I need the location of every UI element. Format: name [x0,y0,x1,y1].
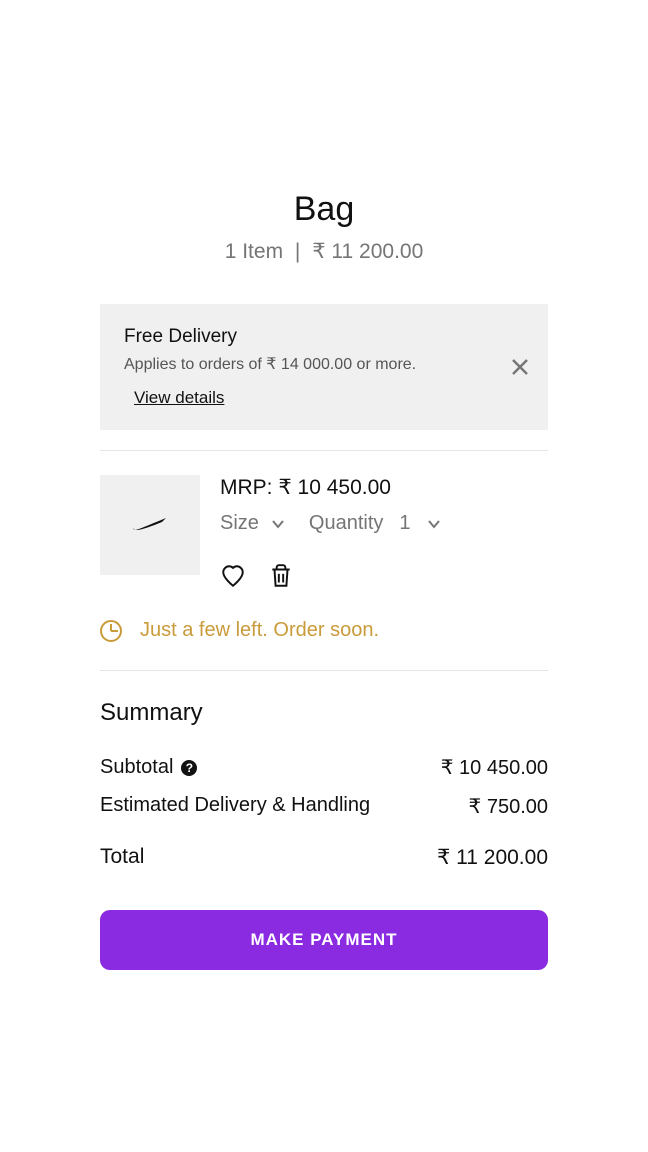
delivery-row: Estimated Delivery & Handling ₹ 750.00 [100,794,548,819]
product-thumbnail[interactable] [100,475,200,575]
chevron-down-icon [427,517,441,531]
delivery-value: ₹ 750.00 [469,794,548,819]
page-subheader: 1 Item | ₹ 11 200.00 [16,239,632,264]
subheader-divider: | [295,240,300,263]
chevron-down-icon [271,517,285,531]
make-payment-button[interactable]: MAKE PAYMENT [100,910,548,970]
heart-icon[interactable] [220,563,246,589]
help-icon[interactable]: ? [181,760,197,776]
summary-title: Summary [100,699,548,727]
stock-message: Just a few left. Order soon. [140,619,379,642]
cart-item: MRP: ₹ 10 450.00 Size Quantity 1 [100,475,548,589]
total-row: Total ₹ 11 200.00 [100,845,548,870]
banner-title: Free Delivery [124,326,524,348]
delivery-label: Estimated Delivery & Handling [100,794,370,819]
quantity-value: 1 [399,512,410,535]
size-selector[interactable]: Size [220,512,285,535]
size-label: Size [220,512,259,535]
page-title: Bag [16,190,632,229]
quantity-label: Quantity [309,512,383,535]
nike-swoosh-icon [132,516,168,534]
total-value: ₹ 11 200.00 [437,845,548,870]
free-delivery-banner: Free Delivery Applies to orders of ₹ 14 … [100,304,548,430]
header-total: ₹ 11 200.00 [312,240,423,263]
trash-icon[interactable] [268,563,294,589]
mrp-label: MRP: ₹ 10 450.00 [220,475,548,500]
subtotal-label: Subtotal [100,756,173,779]
view-details-link[interactable]: View details [134,388,224,408]
banner-subtitle: Applies to orders of ₹ 14 000.00 or more… [124,354,524,374]
quantity-selector[interactable]: Quantity 1 [309,512,441,535]
subtotal-row: Subtotal ? ₹ 10 450.00 [100,755,548,780]
total-label: Total [100,845,144,870]
clock-icon [100,620,122,642]
close-icon[interactable] [510,357,530,377]
divider [100,450,548,451]
stock-warning: Just a few left. Order soon. [100,619,548,642]
subtotal-value: ₹ 10 450.00 [441,755,548,780]
divider [100,670,548,671]
item-count: 1 Item [225,240,283,263]
